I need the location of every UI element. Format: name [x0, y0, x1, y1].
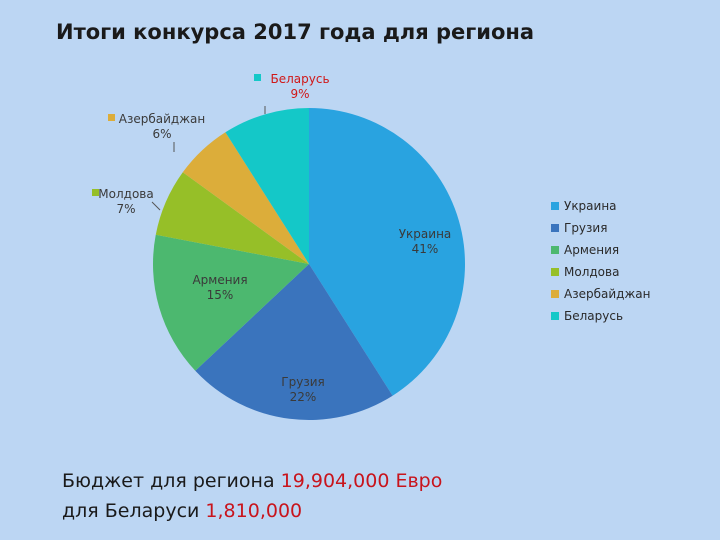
slice-label-name-5: Беларусь — [270, 72, 329, 86]
legend-swatch-4 — [551, 290, 559, 298]
slice-label-name-0: Украина — [399, 227, 452, 241]
slice-label-name-4: Азербайджан — [119, 112, 205, 126]
budget-region-line: Бюджет для региона 19,904,000 Евро — [62, 466, 442, 496]
legend-label-1: Грузия — [564, 221, 607, 235]
legend-swatch-3 — [551, 268, 559, 276]
budget-belarus-amount: 1,810,000 — [205, 500, 303, 522]
budget-region-amount: 19,904,000 Евро — [280, 470, 443, 492]
pie-slice-1 — [195, 264, 393, 420]
pie-slice-4 — [182, 132, 309, 264]
slice-label-name-2: Армения — [192, 273, 247, 287]
slide-title: Итоги конкурса 2017 года для региона — [56, 20, 535, 44]
budget-belarus-line: для Беларуси 1,810,000 — [62, 496, 442, 526]
budget-belarus-label: для Беларуси — [62, 500, 200, 522]
legend-label-0: Украина — [564, 199, 617, 213]
slice-label-percent-0: 41% — [412, 242, 439, 256]
legend-label-2: Армения — [564, 243, 619, 257]
legend-label-5: Беларусь — [564, 309, 623, 323]
legend-label-3: Молдова — [564, 265, 619, 279]
legend-swatch-2 — [551, 246, 559, 254]
legend-swatch-0 — [551, 202, 559, 210]
leader-lines — [151, 106, 266, 211]
budget-region-label: Бюджет для региона — [62, 470, 275, 492]
slice-label-percent-2: 15% — [207, 288, 234, 302]
pie-slices — [153, 108, 466, 420]
legend-swatch-5 — [551, 312, 559, 320]
legend-label-4: Азербайджан — [564, 287, 650, 301]
slice-label-swatch-5 — [254, 74, 261, 81]
slice-label-percent-5: 9% — [290, 87, 309, 101]
slice-label-swatch-3 — [92, 189, 99, 196]
leader-line-3 — [151, 201, 161, 211]
chart-legend: Украина Грузия Армения Молдова Азербайджан Бе… — [551, 199, 650, 323]
slice-label-percent-3: 7% — [116, 202, 135, 216]
pie-slice-2 — [153, 234, 309, 371]
slice-label-percent-4: 6% — [152, 127, 171, 141]
slice-label-name-1: Грузия — [281, 375, 324, 389]
slice-label-percent-1: 22% — [290, 390, 317, 404]
pie-slice-5 — [225, 108, 309, 264]
legend-swatch-1 — [551, 224, 559, 232]
pie-slice-3 — [155, 172, 309, 264]
slice-label-name-3: Молдова — [98, 187, 153, 201]
budget-info: Бюджет для региона 19,904,000 Евро для Б… — [62, 466, 442, 526]
pie-slice-0 — [309, 108, 466, 396]
slice-label-swatch-4 — [108, 114, 115, 121]
